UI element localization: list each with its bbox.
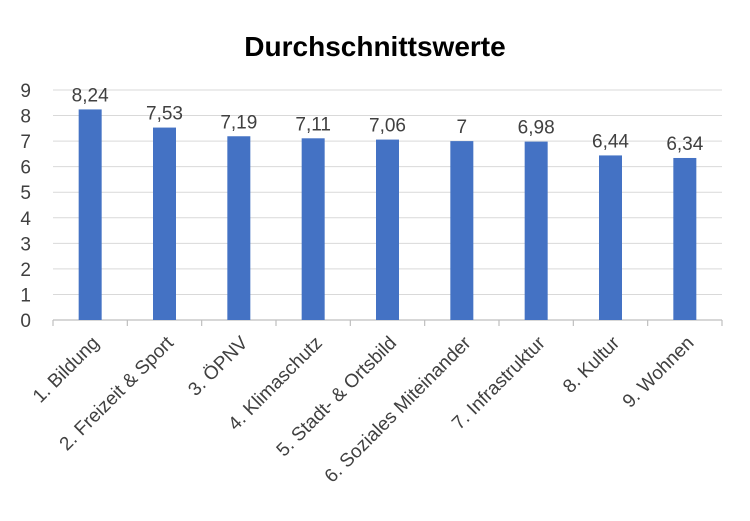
bar <box>524 141 548 320</box>
bar <box>301 138 325 320</box>
y-tick-label: 0 <box>20 311 31 332</box>
y-tick-label: 2 <box>20 260 31 281</box>
y-tick-label: 6 <box>20 158 31 179</box>
bar <box>78 109 102 320</box>
bar <box>673 157 697 320</box>
bar <box>153 127 176 320</box>
y-tick-label: 5 <box>20 183 31 204</box>
data-label: 8,24 <box>72 85 109 106</box>
data-labels: 8,24 7,53 7,19 7,11 7,06 7 6,98 6,44 6,34 <box>72 85 704 155</box>
data-label: 7,11 <box>295 114 331 135</box>
data-label: 7,06 <box>369 116 406 137</box>
y-tick-label: 3 <box>20 234 31 255</box>
y-tick-label: 4 <box>20 209 31 230</box>
y-tick-label: 9 <box>20 81 31 102</box>
data-label: 6,34 <box>666 134 703 155</box>
bars <box>78 109 697 320</box>
chart-title: Durchschnittswerte <box>244 31 505 62</box>
x-tick-label: 1. Bildung <box>29 333 104 408</box>
data-label: 6,44 <box>592 131 629 152</box>
data-label: 7,53 <box>146 104 183 125</box>
y-tick-label: 1 <box>20 285 31 306</box>
bar <box>599 155 622 320</box>
data-label: 7,19 <box>220 112 257 133</box>
bar <box>376 139 399 320</box>
x-tick-label: 3. ÖPNV <box>184 332 252 400</box>
y-tick-label: 7 <box>20 132 31 153</box>
y-axis-ticks: 0 1 2 3 4 5 6 7 8 9 <box>20 81 31 332</box>
y-tick-label: 8 <box>20 107 31 128</box>
data-label: 6,98 <box>518 118 555 139</box>
x-tick-label: 9. Wohnen <box>619 333 699 413</box>
data-label: 7 <box>457 117 468 138</box>
x-tick-label: 6. Soziales Miteinander <box>321 332 476 487</box>
x-tick-label: 8. Kultur <box>559 332 624 397</box>
bar <box>450 141 474 320</box>
bar <box>227 136 251 320</box>
